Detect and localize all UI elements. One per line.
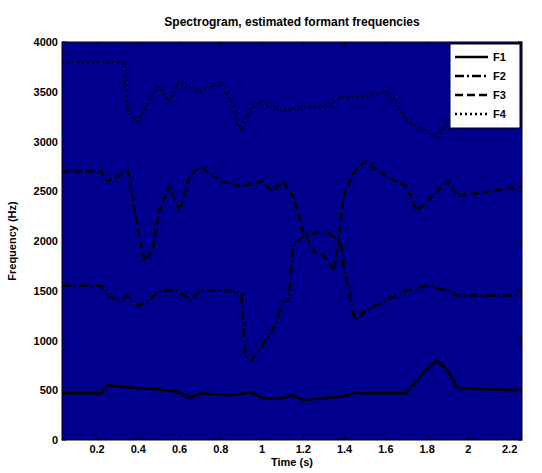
x-tick-label: 1 (259, 443, 265, 455)
x-tick-label: 0.6 (172, 443, 187, 455)
legend-label: F1 (493, 51, 506, 63)
x-tick (138, 42, 139, 46)
y-tick (62, 290, 66, 291)
x-tick (262, 42, 263, 46)
y-tick (62, 440, 66, 441)
formant-line (62, 231, 522, 360)
y-tick (518, 390, 522, 391)
x-tick (262, 436, 263, 440)
y-tick (62, 42, 66, 43)
legend-swatch (455, 56, 488, 59)
y-tick (518, 440, 522, 441)
x-tick-label: 1.4 (337, 443, 353, 455)
x-tick-label: 1.8 (419, 443, 434, 455)
y-tick (518, 141, 522, 142)
y-tick (518, 290, 522, 291)
x-tick (220, 436, 221, 440)
x-tick (303, 436, 304, 440)
x-tick-label: 1.2 (296, 443, 311, 455)
x-tick-label: 1.6 (378, 443, 393, 455)
y-axis-title: Frequency (Hz) (6, 201, 18, 281)
x-tick (220, 42, 221, 46)
y-tick (62, 91, 66, 92)
y-tick (518, 191, 522, 192)
plot-frame (62, 42, 522, 440)
x-tick-label: 0.8 (213, 443, 228, 455)
x-tick (138, 436, 139, 440)
legend-label: F3 (493, 89, 506, 101)
legend-box (450, 44, 520, 128)
x-axis-title: Time (s) (271, 456, 313, 468)
chart: 0.2 0.4 0.6 0.8 1 1.2 1.4 1.6 1.8 2 2.2 0 500 1000 150… (0, 0, 542, 473)
y-tick (62, 340, 66, 341)
x-tick-label: 2 (465, 443, 471, 455)
legend-label: F4 (493, 108, 507, 120)
x-tick (427, 42, 428, 46)
x-tick (509, 436, 510, 440)
y-tick (62, 191, 66, 192)
x-tick (179, 42, 180, 46)
y-tick-label: 3500 (34, 86, 58, 98)
x-tick-label: 0.4 (131, 443, 147, 455)
y-tick-label: 3000 (34, 136, 58, 148)
formant-line (62, 161, 522, 270)
x-tick (97, 42, 98, 46)
x-tick (97, 436, 98, 440)
y-tick-label: 0 (52, 434, 58, 446)
x-tick (385, 42, 386, 46)
x-tick (303, 42, 304, 46)
y-tick (518, 241, 522, 242)
legend-label: F2 (493, 70, 506, 82)
x-tick-label: 0.2 (89, 443, 104, 455)
y-tick (62, 141, 66, 142)
y-tick (518, 340, 522, 341)
title: Spectrogram, estimated formant frequenci… (164, 15, 420, 29)
legend: F1 F2 F3 F4 (450, 44, 520, 128)
y-tick (62, 390, 66, 391)
x-tick (427, 436, 428, 440)
y-tick (518, 42, 522, 43)
plot-background (62, 42, 522, 440)
y-tick-label: 4000 (34, 36, 58, 48)
x-tick-label: 2.2 (502, 443, 517, 455)
x-tick (468, 436, 469, 440)
formant-line (62, 360, 522, 400)
legend-swatch (455, 113, 488, 116)
x-tick (385, 436, 386, 440)
x-tick (344, 436, 345, 440)
y-tick-label: 1000 (34, 335, 58, 347)
y-tick-label: 1500 (34, 285, 58, 297)
legend-swatch (455, 75, 488, 78)
y-tick-label: 2500 (34, 185, 58, 197)
y-tick-label: 2000 (34, 235, 58, 247)
y-tick (62, 241, 66, 242)
legend-swatch (455, 94, 488, 97)
x-tick (344, 42, 345, 46)
y-tick-label: 500 (40, 384, 58, 396)
x-tick (179, 436, 180, 440)
